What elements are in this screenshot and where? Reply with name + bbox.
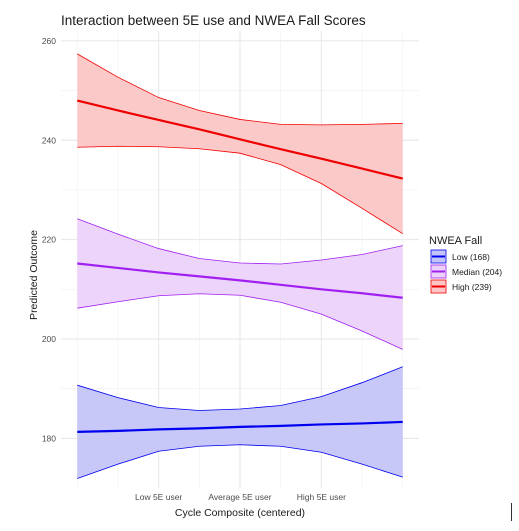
legend-title: NWEA Fall [429, 235, 482, 247]
band-upper-edge-2 [77, 53, 403, 126]
text-cursor [511, 503, 512, 521]
confidence-band-1 [77, 218, 403, 350]
confidence-band-0 [77, 366, 403, 479]
y-tick-label: 220 [42, 235, 56, 245]
band-upper-edge-0 [77, 366, 403, 411]
legend-label-2: High (239) [452, 282, 492, 292]
band-lower-edge-0 [77, 444, 403, 479]
series-line-0 [77, 420, 403, 433]
x-tick-label: High 5E user [297, 492, 346, 502]
x-tick-label: Average 5E user [208, 492, 271, 502]
x-tick-label: Low 5E user [135, 492, 182, 502]
chart-title: Interaction between 5E use and NWEA Fall… [61, 13, 366, 28]
y-axis-ticks: 180 200 220 240 260 [42, 36, 56, 443]
band-upper-edge-1 [77, 218, 403, 265]
series-lines [77, 99, 403, 433]
series-line-1 [77, 262, 403, 299]
y-tick-label: 240 [42, 135, 56, 145]
legend-label-1: Median (204) [452, 267, 502, 277]
y-axis-label: Predicted Outcome [28, 230, 40, 320]
y-tick-label: 260 [42, 36, 56, 46]
band-lower-edge-2 [77, 145, 403, 235]
legend: NWEA Fall Low (168) Median (204) High (239… [429, 235, 502, 294]
series-line-2 [77, 99, 403, 180]
x-axis-label: Cycle Composite (centered) [175, 507, 305, 519]
x-axis-ticks: Low 5E user Average 5E user High 5E user [135, 492, 346, 502]
confidence-band-2 [77, 53, 403, 234]
band-lower-edge-1 [77, 293, 403, 350]
legend-items: Low (168) Median (204) High (239) [430, 249, 502, 294]
y-tick-label: 200 [42, 334, 56, 344]
legend-label-0: Low (168) [452, 252, 490, 262]
confidence-bands [77, 53, 403, 479]
y-tick-label: 180 [42, 433, 56, 443]
